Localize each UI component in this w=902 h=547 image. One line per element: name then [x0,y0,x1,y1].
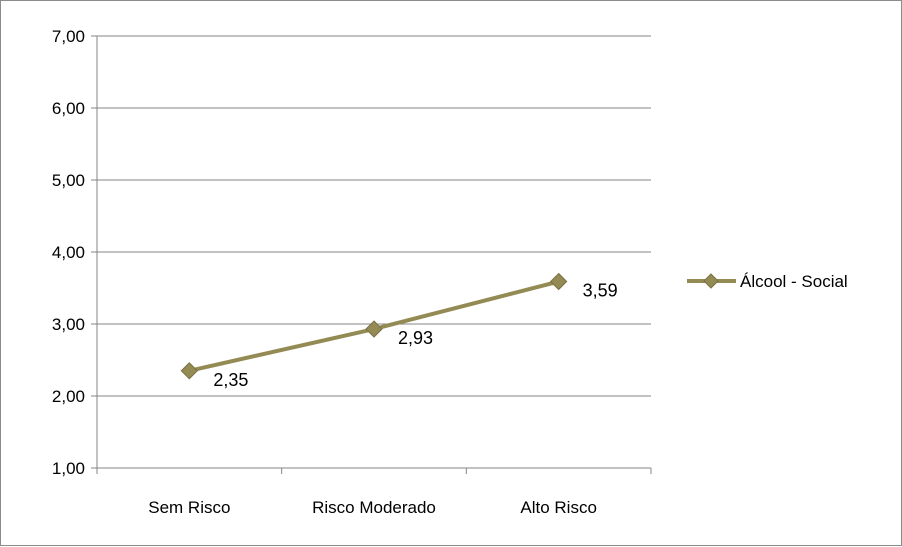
y-tick-label: 7,00 [52,27,85,46]
axes: 1,00 2,00 3,00 4,00 5,00 6,00 7,00 Sem Risco Ris… [52,27,652,517]
legend-label: Álcool - Social [740,272,848,291]
data-point-marker [180,362,199,380]
x-tick-label: Risco Moderado [312,498,436,517]
series-layer [180,272,568,380]
y-tick-label: 1,00 [52,459,85,478]
data-point-marker [365,320,383,338]
data-label: 2,93 [398,328,433,348]
y-tick-label: 4,00 [52,243,85,262]
data-label: 3,59 [583,281,618,301]
legend-marker [703,273,719,289]
y-tick-label: 2,00 [52,387,85,406]
y-tick-label: 5,00 [52,171,85,190]
y-tick-label: 6,00 [52,99,85,118]
x-tick-label: Alto Risco [520,498,597,517]
x-tick-label: Sem Risco [148,498,230,517]
gridlines [97,35,651,397]
y-tick-label: 3,00 [52,315,85,334]
data-labels: 2,35 2,93 3,59 [213,281,617,390]
data-point-marker [549,272,568,291]
data-label: 2,35 [213,370,248,390]
legend: Álcool - Social [687,272,848,291]
